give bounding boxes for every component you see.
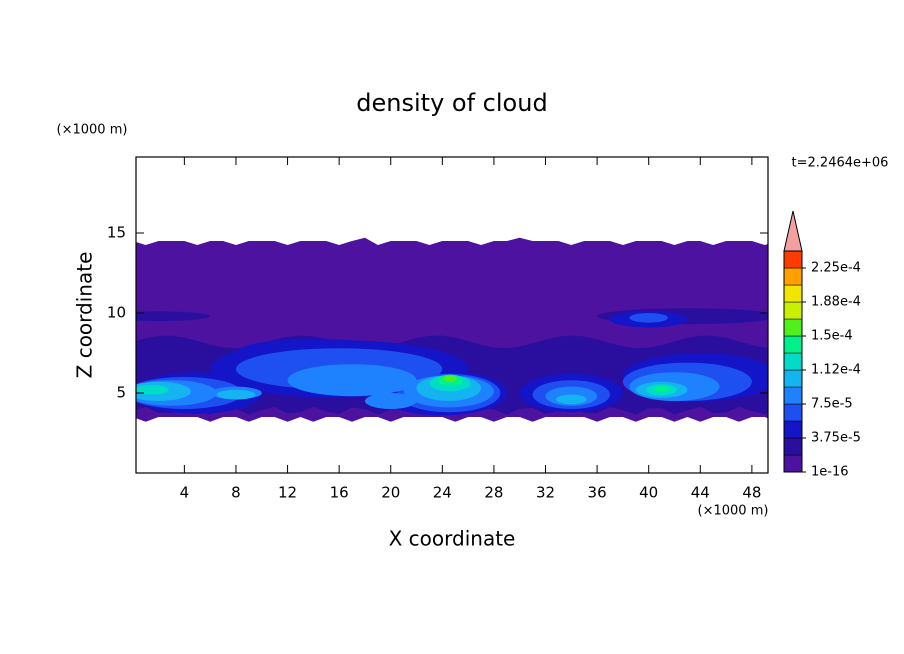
colorbar-tick-label: 1.5e-4 [811, 329, 853, 344]
x-tick-label: 16 [330, 484, 349, 502]
colorbar-tick-label: 2.25e-4 [811, 261, 861, 276]
y-tick-label: 15 [107, 224, 126, 242]
x-tick-label: 44 [691, 484, 710, 502]
colorbar-band [783, 318, 803, 337]
x-tick-label: 24 [433, 484, 452, 502]
x-tick-label: 28 [484, 484, 503, 502]
plot-frame [135, 156, 769, 474]
colorbar-band [783, 267, 803, 286]
colorbar-tick-label: 1.88e-4 [811, 295, 861, 310]
colorbar-band [783, 386, 803, 405]
x-tick-label: 36 [588, 484, 607, 502]
x-tick-label: 40 [639, 484, 658, 502]
colorbar-band [783, 454, 803, 473]
colorbar-band [783, 352, 803, 371]
contour-region [629, 313, 669, 323]
colorbar-band [783, 403, 803, 422]
contour-region [364, 393, 417, 409]
y-axis-title: Z coordinate [73, 252, 97, 379]
colorbar-band [783, 437, 803, 456]
contour-region [136, 311, 211, 321]
contour-field [136, 237, 768, 422]
colorbar-band [783, 250, 803, 269]
colorbar-band [783, 284, 803, 303]
colorbar-tick-label: 1.12e-4 [811, 363, 861, 378]
y-tick-label: 5 [116, 384, 126, 402]
colorbar-frame [783, 250, 803, 473]
x-tick-label: 48 [742, 484, 761, 502]
y-unit: (×1000 m) [57, 123, 128, 138]
x-unit: (×1000 m) [698, 504, 769, 519]
colorbar-extension [783, 210, 803, 252]
colorbar-band [783, 420, 803, 439]
contour-region [136, 385, 169, 395]
colorbar-tick-label: 7.5e-5 [811, 397, 853, 412]
x-tick-label: 4 [180, 484, 190, 502]
contour-region [653, 385, 670, 393]
x-tick-label: 32 [536, 484, 555, 502]
colorbar-tick-label: 1e-16 [811, 465, 849, 480]
time-label: t=2.2464e+06 [792, 156, 889, 171]
colorbar-tick-label: 3.75e-5 [811, 431, 861, 446]
x-tick-label: 8 [231, 484, 241, 502]
x-tick-label: 20 [381, 484, 400, 502]
contour-region [287, 364, 417, 397]
chart-title: density of cloud [356, 89, 547, 117]
colorbar-band [783, 369, 803, 388]
x-tick-label: 12 [278, 484, 297, 502]
colorbar-band [783, 301, 803, 320]
contour-region [555, 394, 587, 405]
y-tick-label: 10 [107, 304, 126, 322]
x-axis-title: X coordinate [389, 527, 516, 551]
contour-region [216, 389, 256, 400]
contour-region [443, 375, 457, 382]
colorbar-band [783, 335, 803, 354]
